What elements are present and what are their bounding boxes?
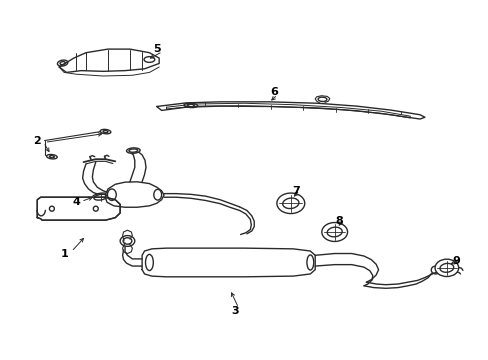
Ellipse shape xyxy=(434,259,458,276)
Ellipse shape xyxy=(120,235,135,246)
Ellipse shape xyxy=(94,194,107,200)
Ellipse shape xyxy=(326,227,342,237)
Ellipse shape xyxy=(123,238,132,244)
Ellipse shape xyxy=(321,222,347,242)
Text: 1: 1 xyxy=(60,248,68,258)
Text: 6: 6 xyxy=(269,87,277,97)
Text: 7: 7 xyxy=(291,186,299,196)
Text: 9: 9 xyxy=(452,256,460,266)
Ellipse shape xyxy=(306,255,313,270)
Ellipse shape xyxy=(154,189,161,200)
Text: 5: 5 xyxy=(153,44,160,54)
Ellipse shape xyxy=(91,193,109,201)
Ellipse shape xyxy=(282,198,298,208)
Text: 8: 8 xyxy=(335,216,343,226)
Ellipse shape xyxy=(93,206,98,211)
Ellipse shape xyxy=(126,148,140,153)
Ellipse shape xyxy=(145,255,153,271)
Polygon shape xyxy=(37,197,120,220)
Text: 2: 2 xyxy=(33,136,41,145)
Polygon shape xyxy=(105,182,163,207)
Polygon shape xyxy=(157,102,424,119)
Text: 3: 3 xyxy=(230,306,238,316)
Ellipse shape xyxy=(430,266,439,274)
Polygon shape xyxy=(142,248,315,277)
Ellipse shape xyxy=(46,154,57,159)
Ellipse shape xyxy=(276,193,304,213)
Ellipse shape xyxy=(49,206,54,211)
Polygon shape xyxy=(59,49,159,72)
Text: 4: 4 xyxy=(72,197,80,207)
Ellipse shape xyxy=(439,264,453,272)
Ellipse shape xyxy=(107,189,116,201)
Ellipse shape xyxy=(100,129,111,134)
